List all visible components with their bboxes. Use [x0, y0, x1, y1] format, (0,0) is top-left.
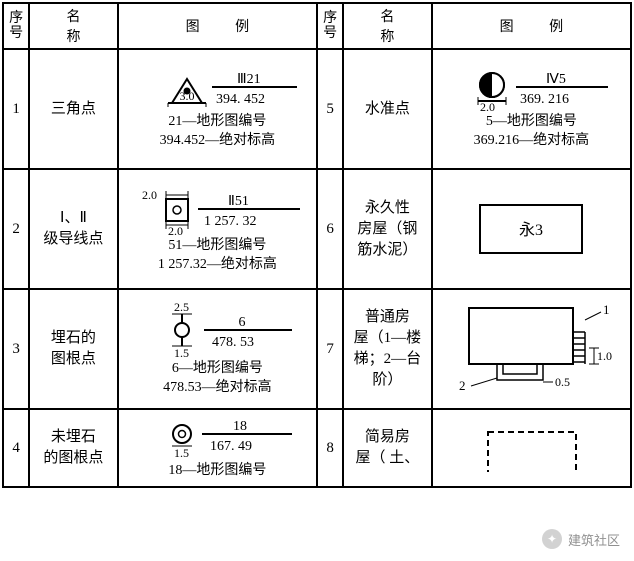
name-cell: 普通房屋（1—楼梯；2—台阶） — [343, 289, 432, 409]
seq-cell: 8 — [317, 409, 343, 487]
legend-cell: 2.5 1.5 6 478. 53 6—地形图编号 478.53—绝对标高 — [118, 289, 317, 409]
legend-cell: 3.0 Ⅲ21 394. 452 21—地形图编号 394.452—绝对标高 — [118, 49, 317, 169]
legend-cell: 2.0 2.0 Ⅱ51 1 257. 32 51—地形图编号 1 257.32—… — [118, 169, 317, 289]
name-cell: 水准点 — [343, 49, 432, 169]
header-name: 名 称 — [343, 3, 432, 49]
svg-text:369. 216: 369. 216 — [520, 92, 569, 107]
header-seq: 序号 — [3, 3, 29, 49]
header-seq: 序号 — [317, 3, 343, 49]
seq-cell: 5 — [317, 49, 343, 169]
header-name: 名 称 — [29, 3, 118, 49]
svg-text:6: 6 — [239, 315, 246, 330]
simple-house-icon — [466, 422, 596, 472]
svg-text:2.0: 2.0 — [168, 224, 183, 235]
name-cell: Ⅰ、Ⅱ级导线点 — [29, 169, 118, 289]
svg-text:18: 18 — [233, 419, 247, 434]
unburied-root-icon: 1.5 18 167. 49 — [132, 416, 302, 460]
name-cell: 永久性房屋（钢筋水泥） — [343, 169, 432, 289]
seq-cell: 7 — [317, 289, 343, 409]
legend-cell: 1 2 1.0 0.5 — [432, 289, 631, 409]
svg-text:永3: 永3 — [519, 221, 543, 239]
svg-text:1.0: 1.0 — [597, 349, 612, 363]
svg-text:1.5: 1.5 — [174, 346, 189, 358]
legend-table: 序号 名 称 图 例 序号 名 称 图 例 1 三角点 — [2, 2, 632, 488]
svg-text:0.5: 0.5 — [555, 375, 570, 389]
seq-cell: 6 — [317, 169, 343, 289]
traverse-point-icon: 2.0 2.0 Ⅱ51 1 257. 32 — [128, 183, 306, 235]
name-cell: 未埋石的图根点 — [29, 409, 118, 487]
svg-text:2.0: 2.0 — [142, 188, 157, 202]
svg-text:2.5: 2.5 — [174, 300, 189, 314]
svg-text:1: 1 — [603, 302, 610, 317]
header-legend: 图 例 — [432, 3, 631, 49]
svg-text:394. 452: 394. 452 — [216, 92, 265, 107]
header-legend: 图 例 — [118, 3, 317, 49]
legend-cell — [432, 409, 631, 487]
wechat-icon: ✦ — [542, 529, 562, 549]
triangle-point-icon: 3.0 Ⅲ21 394. 452 — [132, 67, 302, 111]
svg-text:1 257. 32: 1 257. 32 — [204, 214, 257, 229]
benchmark-icon: 2.0 Ⅳ5 369. 216 — [446, 67, 616, 111]
svg-text:Ⅲ21: Ⅲ21 — [237, 72, 261, 87]
svg-text:Ⅱ51: Ⅱ51 — [228, 194, 249, 209]
seq-cell: 2 — [3, 169, 29, 289]
name-cell: 简易房屋（ 土、 — [343, 409, 432, 487]
svg-text:1.5: 1.5 — [174, 446, 189, 460]
legend-cell: 1.5 18 167. 49 18—地形图编号 — [118, 409, 317, 487]
svg-text:2: 2 — [459, 378, 466, 393]
svg-text:478. 53: 478. 53 — [212, 335, 254, 350]
watermark-text: 建筑社区 — [568, 530, 620, 549]
seq-cell: 4 — [3, 409, 29, 487]
legend-cell: 2.0 Ⅳ5 369. 216 5—地形图编号 369.216—绝对标高 — [432, 49, 631, 169]
permanent-house-icon: 永3 — [466, 193, 596, 263]
legend-cell: 永3 — [432, 169, 631, 289]
seq-cell: 1 — [3, 49, 29, 169]
svg-text:Ⅳ5: Ⅳ5 — [546, 72, 566, 87]
ordinary-house-icon: 1 2 1.0 0.5 — [441, 298, 621, 398]
watermark: ✦ 建筑社区 — [542, 529, 620, 549]
svg-text:3.0: 3.0 — [180, 89, 195, 103]
seq-cell: 3 — [3, 289, 29, 409]
svg-text:2.0: 2.0 — [480, 100, 495, 111]
name-cell: 埋石的图根点 — [29, 289, 118, 409]
buried-root-icon: 2.5 1.5 6 478. 53 — [132, 300, 302, 358]
name-cell: 三角点 — [29, 49, 118, 169]
svg-text:167. 49: 167. 49 — [210, 439, 252, 454]
